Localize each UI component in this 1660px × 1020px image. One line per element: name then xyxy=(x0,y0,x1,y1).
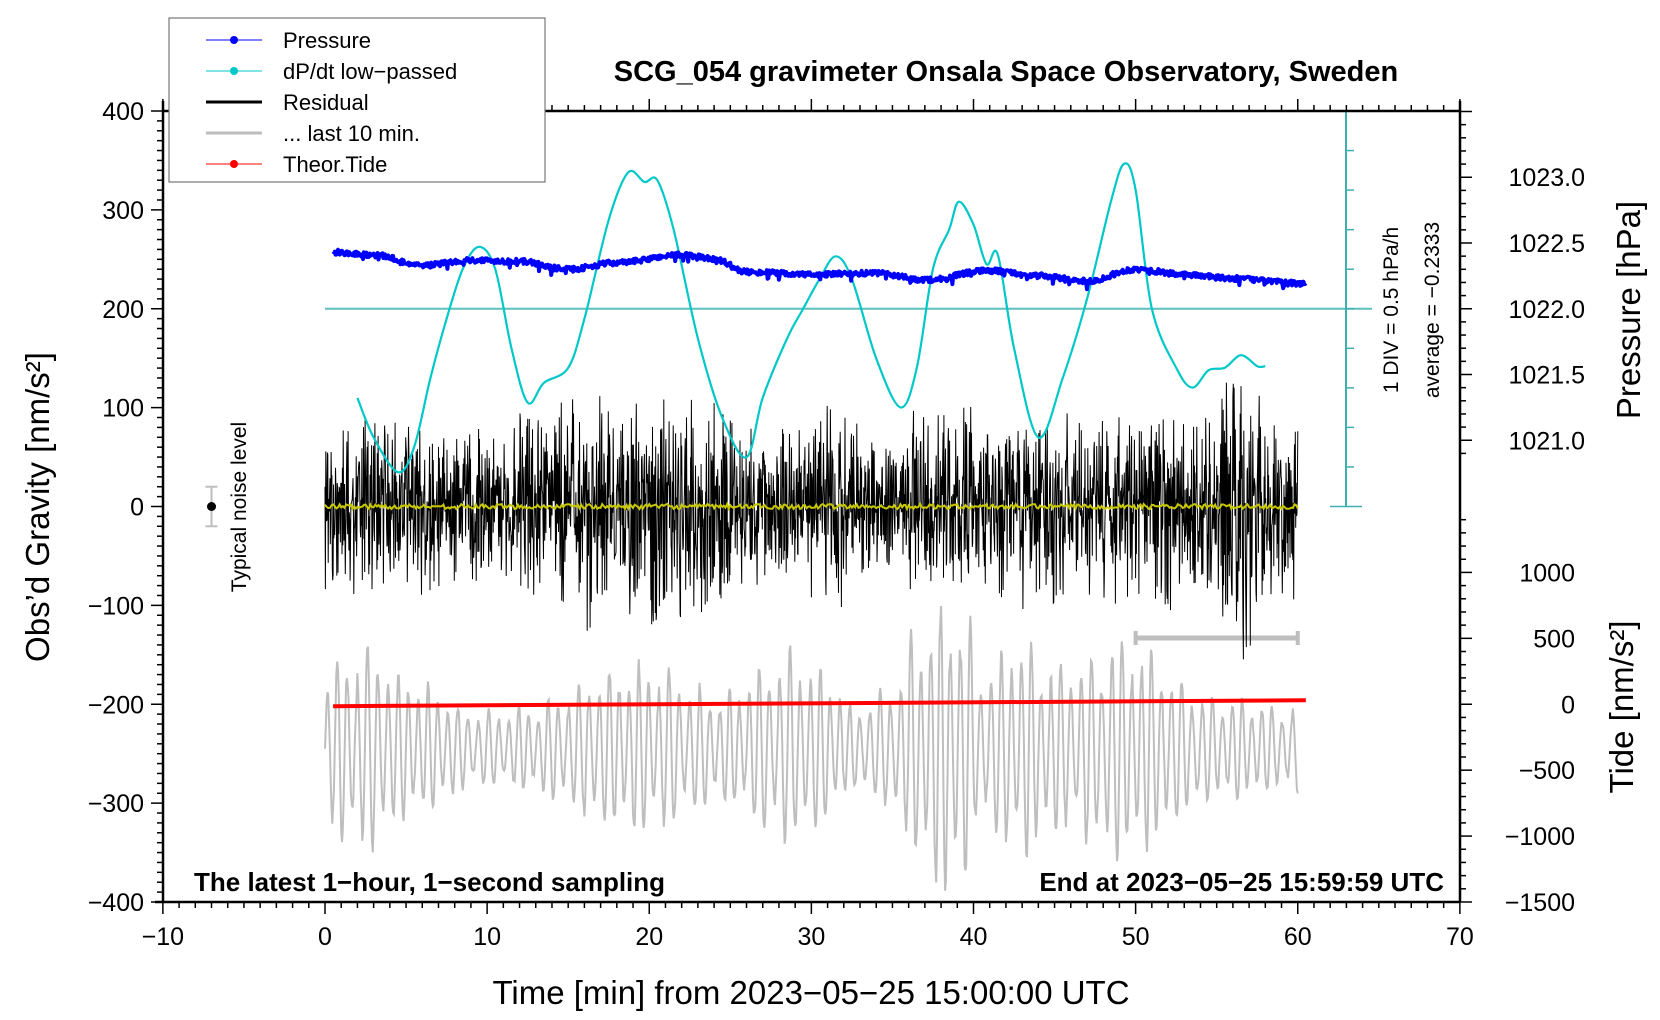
annotation-end-time: End at 2023−05−25 15:59:59 UTC xyxy=(1039,867,1444,897)
legend-label: ... last 10 min. xyxy=(283,121,420,146)
legend-swatch-dot xyxy=(230,160,238,168)
y-tick-label: 400 xyxy=(102,98,144,126)
legend-box xyxy=(168,17,546,183)
annotation-div-scale: 1 DIV = 0.5 hPa/h xyxy=(1380,227,1403,393)
x-tick-label: −10 xyxy=(142,923,184,951)
legend-swatch-dot xyxy=(230,67,238,75)
pressure-tick-label: 1022.5 xyxy=(1509,230,1585,258)
x-tick-label: 0 xyxy=(318,923,332,951)
axes-layer: −10 0 10 20 30 40 50 60 704003002001000−100−200−… xyxy=(88,98,1585,951)
legend: Pressure dP/dt low−passed Residual ... last… xyxy=(168,17,546,183)
x-tick-label: 50 xyxy=(1122,923,1150,951)
pressure-tick-label: 1022.0 xyxy=(1509,296,1585,324)
legend-entry: Theor.Tide xyxy=(206,152,387,177)
annotation-sampling: The latest 1−hour, 1−second sampling xyxy=(194,867,665,897)
tide-tick-label: −500 xyxy=(1519,757,1575,785)
last-10-min-trace xyxy=(324,605,1299,891)
x-tick-label: 40 xyxy=(960,923,988,951)
legend-entry: ... last 10 min. xyxy=(206,121,420,146)
y-tick-label: 0 xyxy=(130,494,144,522)
tide-tick-label: −1500 xyxy=(1505,889,1575,917)
y-tick-label: 200 xyxy=(102,296,144,324)
annotation-average: average = −0.2333 xyxy=(1421,222,1444,398)
residual-smoothed-trace xyxy=(324,501,1299,512)
legend-entry: Residual xyxy=(206,90,369,115)
legend-swatch-dot xyxy=(230,36,238,44)
tide-tick-label: 0 xyxy=(1561,691,1575,719)
tide-trace xyxy=(333,698,1306,709)
pressure-tick-label: 1021.5 xyxy=(1509,362,1585,390)
legend-label: Residual xyxy=(283,90,369,115)
y-tick-label: −400 xyxy=(88,889,144,917)
y-axis-title-pressure: Pressure [hPa] xyxy=(1610,201,1647,419)
legend-label: Theor.Tide xyxy=(283,152,387,177)
y-tick-label: −100 xyxy=(88,592,144,620)
pressure-tick-label: 1021.0 xyxy=(1509,427,1585,455)
tide-tick-label: −1000 xyxy=(1505,823,1575,851)
chart-title: SCG_054 gravimeter Onsala Space Observat… xyxy=(614,56,1398,88)
pressure-trace xyxy=(331,247,1308,292)
tide-tick-label: 1000 xyxy=(1519,559,1575,587)
residual-trace xyxy=(324,382,1299,660)
y-tick-label: −300 xyxy=(88,790,144,818)
y-axis-title-left: Obs’d Gravity [nm/s²] xyxy=(19,352,56,662)
tide-tick-label: 500 xyxy=(1533,625,1575,653)
legend-label: dP/dt low−passed xyxy=(283,59,457,84)
x-tick-label: 30 xyxy=(797,923,825,951)
legend-entry: dP/dt low−passed xyxy=(206,59,457,84)
x-tick-label: 10 xyxy=(473,923,501,951)
y-tick-label: −200 xyxy=(88,691,144,719)
data-layer xyxy=(205,110,1372,891)
y-tick-label: 100 xyxy=(102,395,144,423)
annotation-noise-level: Typical noise level xyxy=(228,422,251,592)
legend-label: Pressure xyxy=(283,28,371,53)
x-tick-label: 70 xyxy=(1446,923,1474,951)
dpdt-curve xyxy=(356,162,1266,474)
pressure-tick-label: 1023.0 xyxy=(1509,164,1585,192)
x-tick-label: 20 xyxy=(635,923,663,951)
x-tick-label: 60 xyxy=(1284,923,1312,951)
x-axis-title: Time [min] from 2023−05−25 15:00:00 UTC xyxy=(492,974,1129,1011)
y-tick-label: 300 xyxy=(102,197,144,225)
legend-entry: Pressure xyxy=(206,28,371,53)
noise-level-point xyxy=(207,502,217,511)
y-axis-title-tide: Tide [nm/s²] xyxy=(1603,621,1640,794)
